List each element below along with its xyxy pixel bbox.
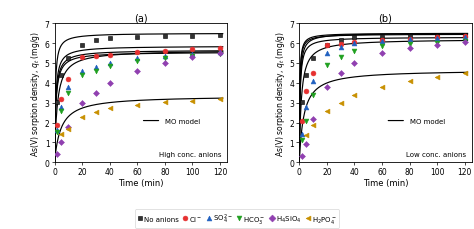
Title: (a): (a) [134, 13, 147, 23]
Text: MO model: MO model [165, 118, 200, 124]
Legend: No anions, Cl$^-$, SO$_4^{2-}$, HCO$_3^-$, H$_4$SiO$_4$, H$_2$PO$_4^-$: No anions, Cl$^-$, SO$_4^{2-}$, HCO$_3^-… [135, 210, 339, 228]
Text: MO model: MO model [410, 118, 445, 124]
Y-axis label: As(V) sorption density, $q_t$ (mg/g): As(V) sorption density, $q_t$ (mg/g) [29, 31, 42, 156]
X-axis label: Time (min): Time (min) [118, 178, 164, 187]
Title: (b): (b) [379, 13, 392, 23]
Text: High conc. anions: High conc. anions [159, 151, 222, 157]
Y-axis label: As(V) sorption density, $q_t$ (mg/g): As(V) sorption density, $q_t$ (mg/g) [274, 31, 287, 156]
Text: Low conc. anions: Low conc. anions [406, 151, 466, 157]
X-axis label: Time (min): Time (min) [363, 178, 408, 187]
